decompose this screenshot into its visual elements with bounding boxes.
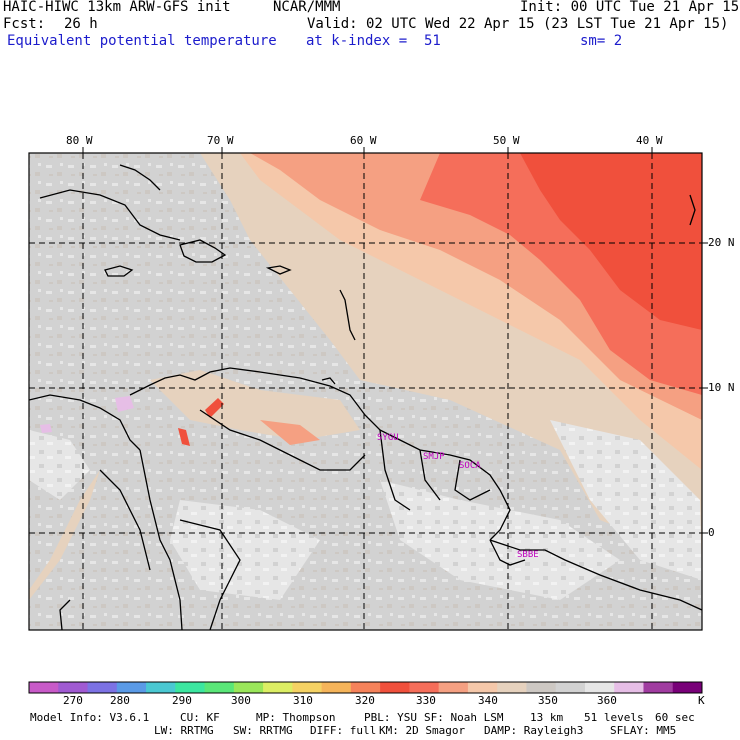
colorbar-swatch <box>350 682 381 693</box>
colorbar-swatch <box>146 682 176 693</box>
station-soca: SOCA <box>459 461 481 471</box>
footer-km: KM: 2D Smagor <box>379 724 466 737</box>
forecast-hour: 26 h <box>64 16 98 32</box>
colorbar-label-360: 360 <box>597 694 617 707</box>
init-time: Init: 00 UTC Tue 21 Apr 15 <box>520 0 740 15</box>
colorbar-swatch <box>438 682 469 693</box>
lon-label-70w: 70 W <box>207 134 234 147</box>
map-frame <box>28 152 703 631</box>
colorbar-swatch <box>87 682 118 693</box>
colorbar-swatch <box>584 682 615 693</box>
colorbar-swatch <box>380 682 410 693</box>
colorbar-label-350: 350 <box>538 694 558 707</box>
lat-lon-grid <box>29 153 702 630</box>
footer-pbl: PBL: YSU <box>364 711 417 724</box>
colorbar-swatch <box>292 682 323 693</box>
colorbar-swatch <box>58 682 89 693</box>
axis-ticks <box>82 147 708 534</box>
field-name: Equivalent potential temperature <box>7 33 277 49</box>
coastlines <box>29 164 702 630</box>
colorbar-label-280: 280 <box>110 694 130 707</box>
colorbar-swatch <box>116 682 147 693</box>
lat-label-10n: 10 N <box>708 381 735 394</box>
colorbar-swatch <box>204 682 235 693</box>
colorbar-label-320: 320 <box>355 694 375 707</box>
level-index: at k-index = 51 <box>306 33 441 49</box>
colorbar-swatch <box>29 682 59 693</box>
lon-label-60w: 60 W <box>350 134 377 147</box>
colorbar-label-310: 310 <box>293 694 313 707</box>
footer-timestep: 60 sec <box>655 711 695 724</box>
colorbar-swatch <box>321 682 352 693</box>
footer-sw: SW: RRTMG <box>233 724 293 737</box>
field-shading <box>29 153 702 630</box>
colorbar-label-300: 300 <box>231 694 251 707</box>
footer-damp: DAMP: Rayleigh3 <box>484 724 584 737</box>
footer-sf: SF: Noah LSM <box>424 711 504 724</box>
center-label: NCAR/MMM <box>273 0 341 15</box>
lat-label-20n: 20 N <box>708 236 735 249</box>
footer-sflay: SFLAY: MM5 <box>610 724 677 737</box>
footer-diff: DIFF: full <box>310 724 377 737</box>
footer-model-info: Model Info: V3.6.1 <box>30 711 150 724</box>
lon-label-50w: 50 W <box>493 134 520 147</box>
colorbar-border <box>28 681 703 694</box>
colorbar-swatch <box>409 682 440 693</box>
colorbar-swatch <box>467 682 498 693</box>
lon-label-40w: 40 W <box>636 134 663 147</box>
colorbar-swatch <box>643 682 674 693</box>
footer-cu: CU: KF <box>180 711 220 724</box>
colorbar-swatch <box>497 682 527 693</box>
smoothing-label: sm= 2 <box>580 33 623 49</box>
model-title: HAIC-HIWC 13km ARW-GFS init <box>3 0 231 15</box>
station-smjp: SMJP <box>423 452 445 462</box>
colorbar-swatch <box>175 682 206 693</box>
lat-label-0: 0 <box>708 526 715 539</box>
footer-lw: LW: RRTMG <box>154 724 214 737</box>
station-sbbe: SBBE <box>517 550 539 560</box>
colorbar-swatch <box>526 682 557 693</box>
footer-resolution: 13 km <box>530 711 564 724</box>
lon-label-80w: 80 W <box>66 134 93 147</box>
colorbar-swatch <box>614 682 644 693</box>
station-sygu: SYGU <box>377 433 399 443</box>
colorbar-label-330: 330 <box>416 694 436 707</box>
colorbar-label-270: 270 <box>63 694 83 707</box>
colorbar-swatch <box>233 682 264 693</box>
colorbar-swatch <box>555 682 586 693</box>
footer-levels: 51 levels <box>584 711 644 724</box>
footer-mp: MP: Thompson <box>256 711 336 724</box>
colorbar-swatch <box>263 682 293 693</box>
colorbar <box>28 681 703 694</box>
colorbar-unit: K <box>698 694 705 707</box>
colorbar-label-340: 340 <box>478 694 498 707</box>
valid-time: Valid: 02 UTC Wed 22 Apr 15 (23 LST Tue … <box>307 16 729 32</box>
colorbar-swatch <box>672 682 703 693</box>
forecast-label: Fcst: <box>3 16 46 32</box>
colorbar-label-290: 290 <box>172 694 192 707</box>
